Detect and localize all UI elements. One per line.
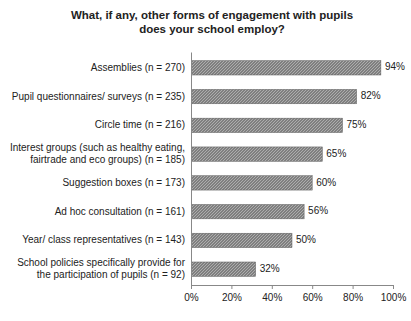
tick-mark <box>312 285 313 289</box>
tick: Ad hoc consultation (n = 161) <box>55 205 191 216</box>
text-line: fairtrade and eco groups) (n = 185) <box>30 154 185 165</box>
tick: 0% <box>184 285 199 303</box>
tick-label: 100% <box>381 292 407 303</box>
tick: Circle time (n = 216) <box>95 119 191 130</box>
tick-label: 0% <box>184 292 199 303</box>
bar <box>191 204 304 218</box>
plot: 94% 82% 75% 65% 60% 56% 50% 32% 0% 20% 40% 60% 80% 10… <box>10 53 407 304</box>
text-line: Interest groups (such as healthy eating, <box>10 142 185 153</box>
tick: Suggestion boxes (n = 173) <box>62 177 191 188</box>
text-line: Ad hoc consultation (n = 161) <box>55 205 185 216</box>
tick-label: Ad hoc consultation (n = 161) <box>55 205 185 216</box>
bar <box>191 262 256 276</box>
data-labels: 94% 82% 75% 65% 60% 56% 50% 32% <box>260 61 405 273</box>
tick: 60% <box>303 285 323 303</box>
tick-mark <box>393 285 394 289</box>
data-label: 82% <box>361 90 381 101</box>
tick: School policies specifically provide for… <box>17 257 191 280</box>
tick: Assemblies (n = 270) <box>91 61 191 72</box>
tick-label: Year/ class representatives (n = 143) <box>22 234 185 245</box>
bar <box>191 89 357 103</box>
text-line: School policies specifically provide for <box>17 257 186 268</box>
axis-line <box>192 285 394 286</box>
tick-label: 60% <box>303 292 323 303</box>
data-label: 50% <box>296 234 316 245</box>
tick-mark <box>272 285 273 289</box>
text-line: Suggestion boxes (n = 173) <box>62 177 185 188</box>
text-line: Circle time (n = 216) <box>95 119 185 130</box>
data-label: 56% <box>308 205 328 216</box>
x-axis: 0% 20% 40% 60% 80% 100% <box>184 285 406 303</box>
data-label: 75% <box>347 119 367 130</box>
tick-label: 20% <box>222 292 242 303</box>
tick-label: Suggestion boxes (n = 173) <box>62 177 185 188</box>
tick-label: 80% <box>343 292 363 303</box>
tick: Pupil questionnaires/ surveys (n = 235) <box>12 90 191 101</box>
tick: 80% <box>343 285 363 303</box>
tick-mark <box>353 285 354 289</box>
tick-label: Circle time (n = 216) <box>95 119 185 130</box>
bar <box>191 147 322 161</box>
text-line: does your school employ? <box>139 23 285 35</box>
tick-mark <box>191 285 192 289</box>
text-line: What, if any, other forms of engagement … <box>71 9 353 21</box>
tick-label: Assemblies (n = 270) <box>91 61 185 72</box>
tick-label: Interest groups (such as healthy eating,… <box>10 142 185 165</box>
text-line: Year/ class representatives (n = 143) <box>22 234 185 245</box>
bar <box>191 233 292 247</box>
axis-line <box>191 53 192 286</box>
data-label: 32% <box>260 263 280 274</box>
bar <box>191 118 343 132</box>
text-line: Pupil questionnaires/ surveys (n = 235) <box>12 90 185 101</box>
data-label: 60% <box>316 177 336 188</box>
chart: What, if any, other forms of engagement … <box>0 0 411 321</box>
tick: 20% <box>222 285 242 303</box>
bar <box>191 61 381 75</box>
tick-label: Pupil questionnaires/ surveys (n = 235) <box>12 90 185 101</box>
tick: 100% <box>381 285 407 303</box>
text-line: Assemblies (n = 270) <box>91 61 185 72</box>
tick: 40% <box>262 285 282 303</box>
data-label: 94% <box>385 61 405 72</box>
text-line: the participation of pupils (n = 92) <box>37 269 185 280</box>
tick: Interest groups (such as healthy eating,… <box>10 142 191 165</box>
data-label: 65% <box>326 148 346 159</box>
tick-mark <box>231 285 232 289</box>
tick-label: 40% <box>262 292 282 303</box>
title: What, if any, other forms of engagement … <box>71 9 353 35</box>
tick-label: School policies specifically provide for… <box>17 257 186 280</box>
tick: Year/ class representatives (n = 143) <box>22 234 191 245</box>
bar <box>191 176 312 190</box>
bars <box>191 61 381 277</box>
y-axis: Assemblies (n = 270) Pupil questionnaires… <box>10 53 192 286</box>
